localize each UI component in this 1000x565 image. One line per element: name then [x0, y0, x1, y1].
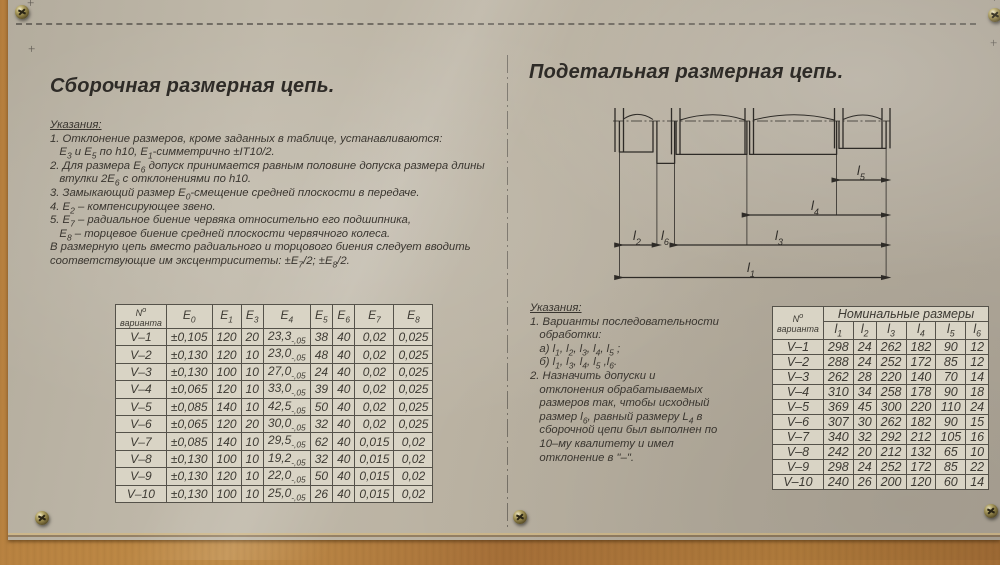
svg-text:l5: l5: [857, 163, 866, 182]
svg-text:l6: l6: [661, 228, 669, 247]
svg-text:l3: l3: [775, 228, 783, 247]
svg-text:l4: l4: [811, 198, 819, 217]
svg-text:l1: l1: [747, 260, 755, 279]
svg-text:l2: l2: [633, 228, 641, 247]
